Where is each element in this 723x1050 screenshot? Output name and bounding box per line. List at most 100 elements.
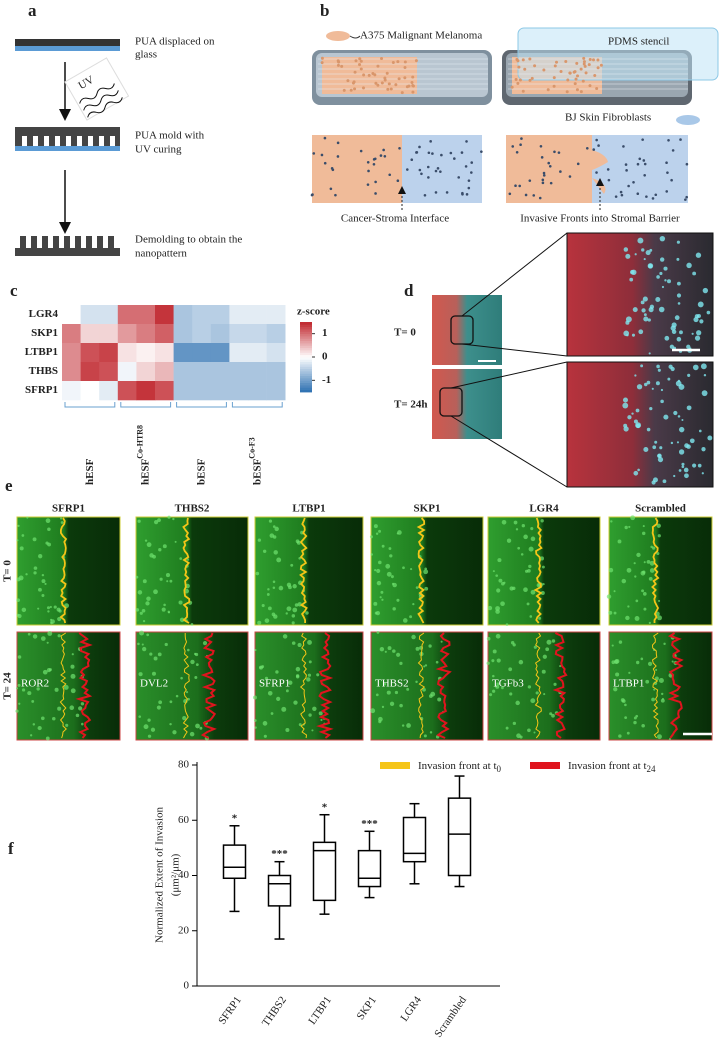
cell-signal	[646, 559, 651, 564]
cell	[530, 76, 534, 80]
cell-signal	[630, 515, 636, 521]
cell-signal	[158, 548, 162, 552]
cell-signal	[380, 590, 384, 594]
cell-signal	[613, 590, 616, 593]
pointer	[349, 35, 361, 39]
cell-signal	[164, 642, 168, 647]
signal	[702, 287, 709, 294]
cell-signal	[375, 532, 379, 536]
cell-signal	[528, 546, 534, 552]
signal	[637, 468, 640, 472]
cell-signal	[282, 634, 288, 639]
cell-signal	[658, 678, 664, 683]
cell-signal	[261, 603, 265, 608]
heat-cell	[117, 343, 137, 363]
cell-signal	[50, 621, 53, 625]
mold-cavity	[33, 136, 38, 146]
colorbar-step	[300, 352, 312, 356]
nucleus	[568, 175, 572, 178]
panel-f: f 0 20 40 60 80 Normalized Extent of Invasion…	[8, 759, 500, 1040]
cell-signal	[186, 648, 190, 652]
signal	[663, 414, 669, 420]
panel-label: f	[8, 839, 14, 858]
nucleus	[670, 178, 673, 182]
signal	[643, 446, 649, 452]
cell-signal	[269, 533, 275, 538]
nucleus	[434, 191, 438, 194]
legend-label: Invasion front at t	[418, 760, 497, 772]
cell-signal	[495, 684, 500, 689]
cell-signal	[163, 603, 166, 607]
cell-signal	[178, 600, 183, 605]
nucleus	[508, 192, 512, 196]
cell-signal	[308, 660, 312, 664]
mold-pattern	[22, 136, 115, 146]
cell-signal	[551, 713, 555, 718]
cell-signal	[608, 610, 613, 615]
heat-cell	[229, 324, 249, 344]
cell-signal	[17, 524, 20, 527]
cell-signal	[50, 618, 53, 621]
cell-signal	[389, 701, 395, 706]
signal	[670, 325, 676, 331]
nucleus	[548, 164, 552, 168]
colorbar-step	[300, 333, 312, 337]
cell-signal	[59, 517, 63, 520]
row-label: T= 24	[2, 672, 14, 700]
cell-signal	[145, 601, 150, 606]
signal	[658, 306, 665, 313]
cell-signal	[47, 527, 51, 531]
cell-signal	[15, 709, 19, 713]
uv-waves	[79, 83, 123, 118]
cell-signal	[153, 520, 159, 525]
signal	[686, 344, 691, 349]
signal	[706, 310, 711, 315]
signal	[673, 474, 676, 478]
heat-cell	[173, 343, 193, 363]
front-t0	[533, 517, 543, 624]
cell	[588, 58, 592, 62]
nucleus	[641, 138, 644, 141]
cell-signal	[508, 667, 513, 672]
nucleus	[627, 184, 630, 188]
cell-signal	[253, 695, 257, 700]
cancer-label: A375 Malignant Melanoma	[360, 30, 482, 42]
cell-signal	[36, 687, 40, 691]
signal	[660, 399, 664, 404]
nucleus	[379, 154, 383, 157]
cell	[353, 87, 357, 91]
panel-label: e	[5, 476, 13, 495]
cell-signal	[151, 671, 157, 676]
cell-signal	[610, 520, 613, 523]
cell-signal	[291, 621, 295, 625]
cell-signal	[27, 632, 31, 636]
cell-signal	[634, 575, 637, 578]
panel-e: e SFRP1 ROR2 THBS2 DVL2 LTBP1 SFRP1 SKP1 THBS2 L…	[2, 476, 713, 774]
cell-signal	[273, 550, 278, 555]
cell	[510, 85, 514, 89]
cell-signal	[292, 584, 297, 589]
signal	[662, 479, 667, 484]
y-tick-label: 40	[178, 869, 190, 881]
cell	[596, 58, 600, 62]
front-t24	[75, 632, 93, 739]
colorbar-step	[300, 378, 312, 381]
nucleus	[541, 178, 545, 182]
step-text: PUA mold with	[135, 130, 205, 142]
y-axis-label: Normalized Extent of Invasion	[154, 807, 166, 943]
cell-signal	[489, 693, 493, 697]
cell	[552, 76, 556, 80]
nucleus	[467, 179, 471, 182]
cell-signal	[621, 578, 627, 584]
cell-signal	[33, 571, 37, 575]
heat-cell	[248, 362, 267, 382]
cell	[396, 60, 400, 64]
signal	[694, 335, 701, 341]
cell-signal	[492, 674, 495, 678]
colorbar-step	[300, 338, 312, 342]
cell-signal	[649, 560, 655, 566]
cell-signal	[70, 673, 76, 679]
cell-signal	[257, 620, 262, 625]
cell-signal	[653, 688, 656, 691]
comb-pillar	[97, 236, 103, 248]
